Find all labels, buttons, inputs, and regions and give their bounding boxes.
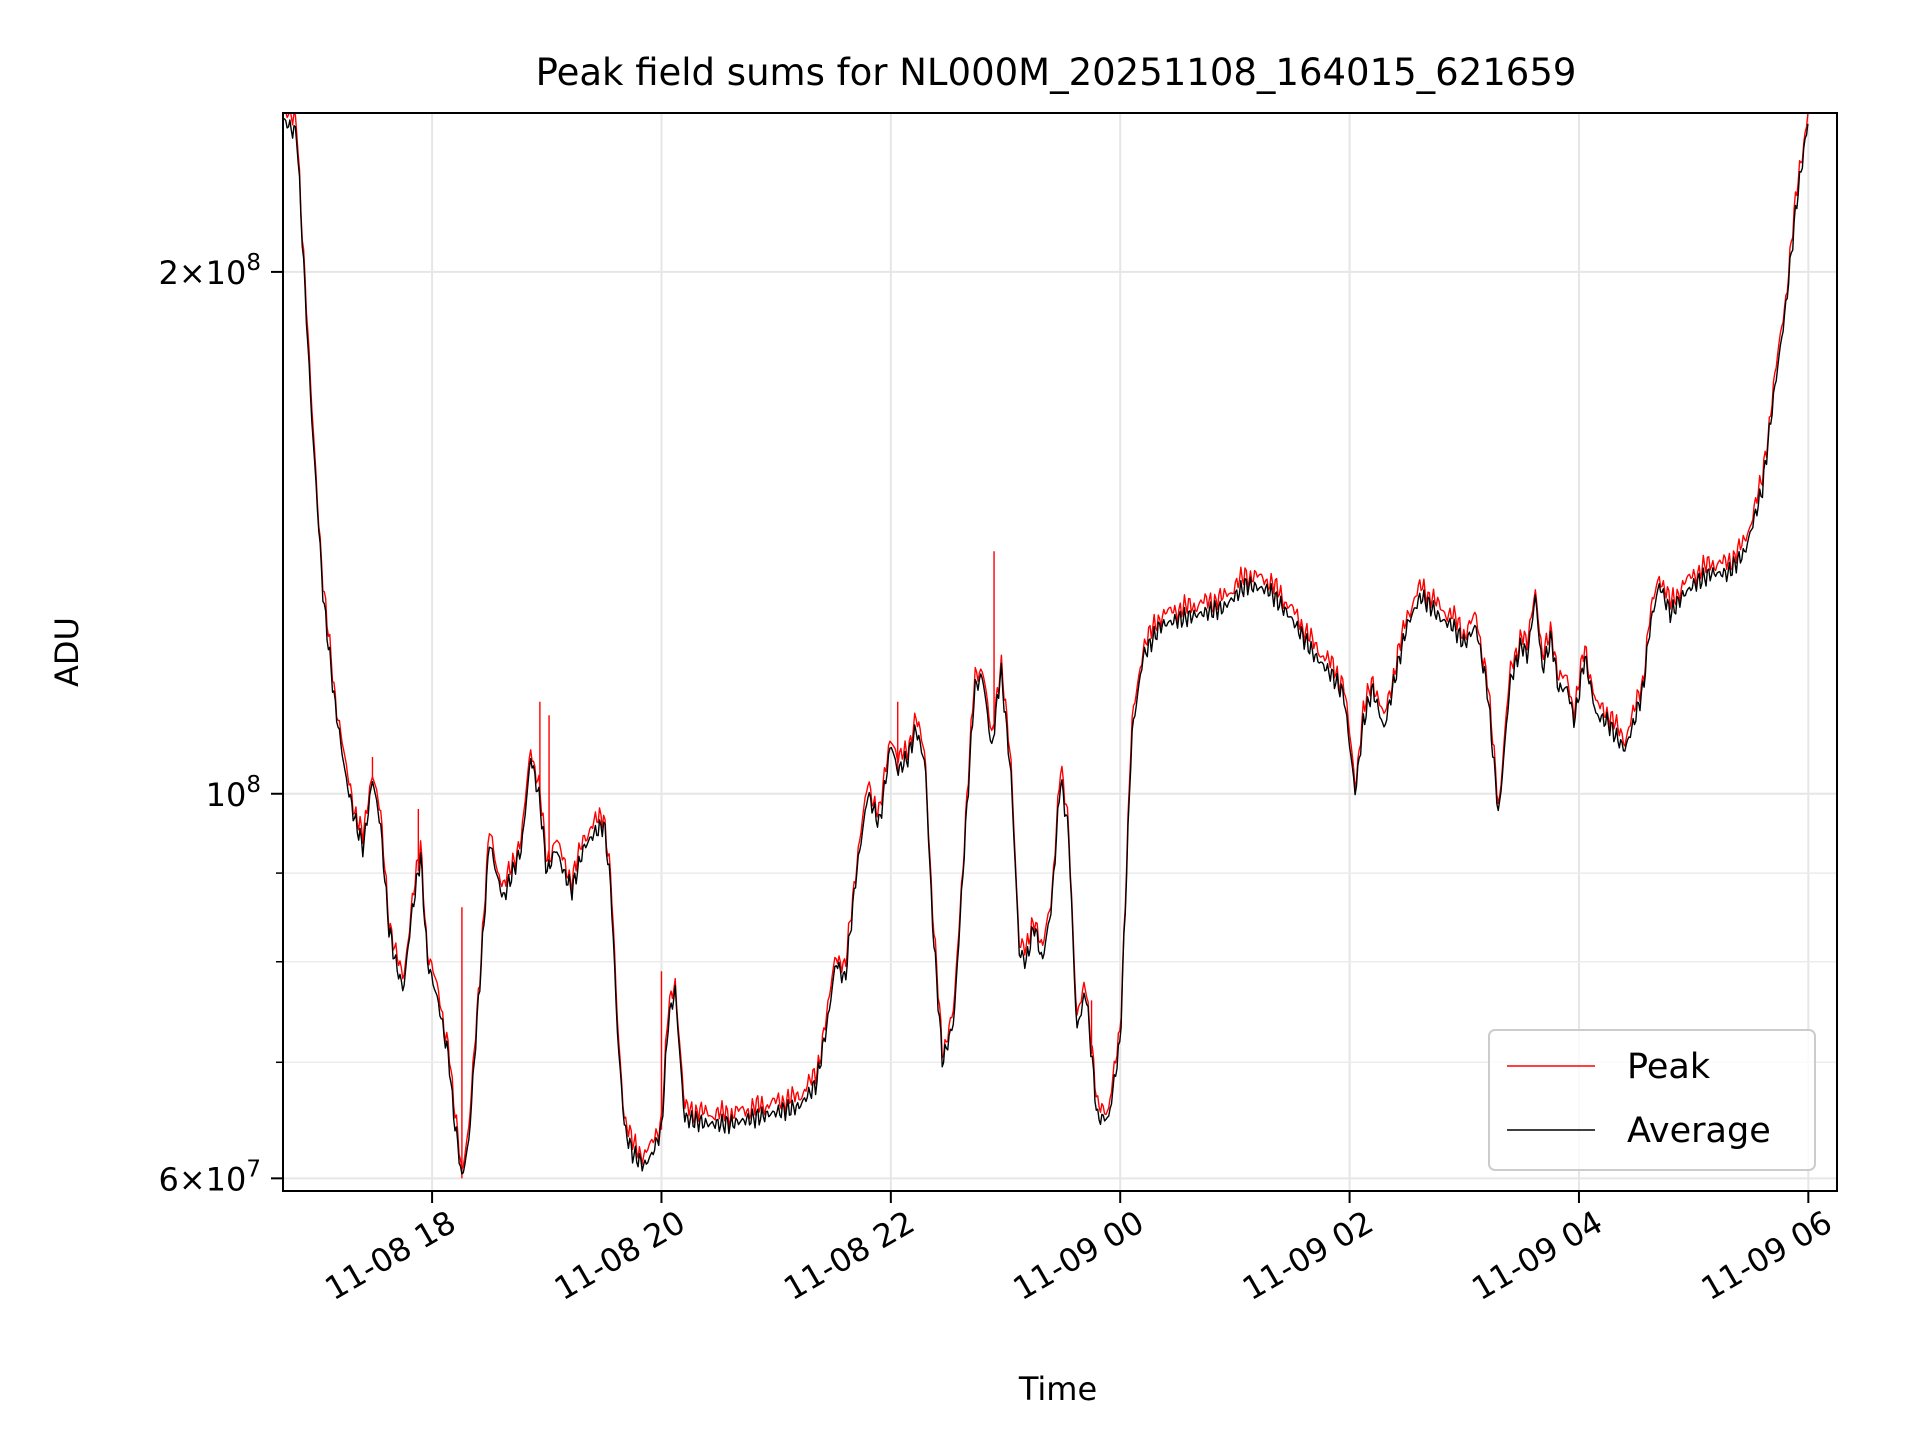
- series-peak-line: [283, 113, 1809, 1171]
- legend-average-label: Average: [1627, 1111, 1771, 1151]
- y-tick-base: 10: [206, 776, 247, 814]
- x-axis-label: Time: [1018, 1370, 1097, 1408]
- plot-lines: [283, 113, 1809, 1179]
- legend: Peak Average: [1488, 1029, 1816, 1171]
- legend-peak-label: Peak: [1627, 1047, 1711, 1087]
- chart-title: Peak field sums for NL000M_20251108_1640…: [536, 51, 1577, 94]
- y-tick-label: 2×108: [158, 250, 261, 292]
- y-axis-label: ADU: [48, 617, 86, 687]
- y-tick-base: 2×10: [158, 254, 246, 292]
- y-tick-label: 6×107: [158, 1156, 261, 1198]
- y-tick-base: 6×10: [158, 1160, 246, 1198]
- legend-box: [1488, 1029, 1816, 1171]
- y-tick-label: 108: [206, 772, 261, 814]
- plot-frame: [282, 112, 1838, 1192]
- y-tick-exponent: 7: [246, 1156, 261, 1182]
- y-tick-exponent: 8: [246, 772, 261, 798]
- y-tick-exponent: 8: [246, 250, 261, 276]
- series-average-line: [283, 118, 1809, 1175]
